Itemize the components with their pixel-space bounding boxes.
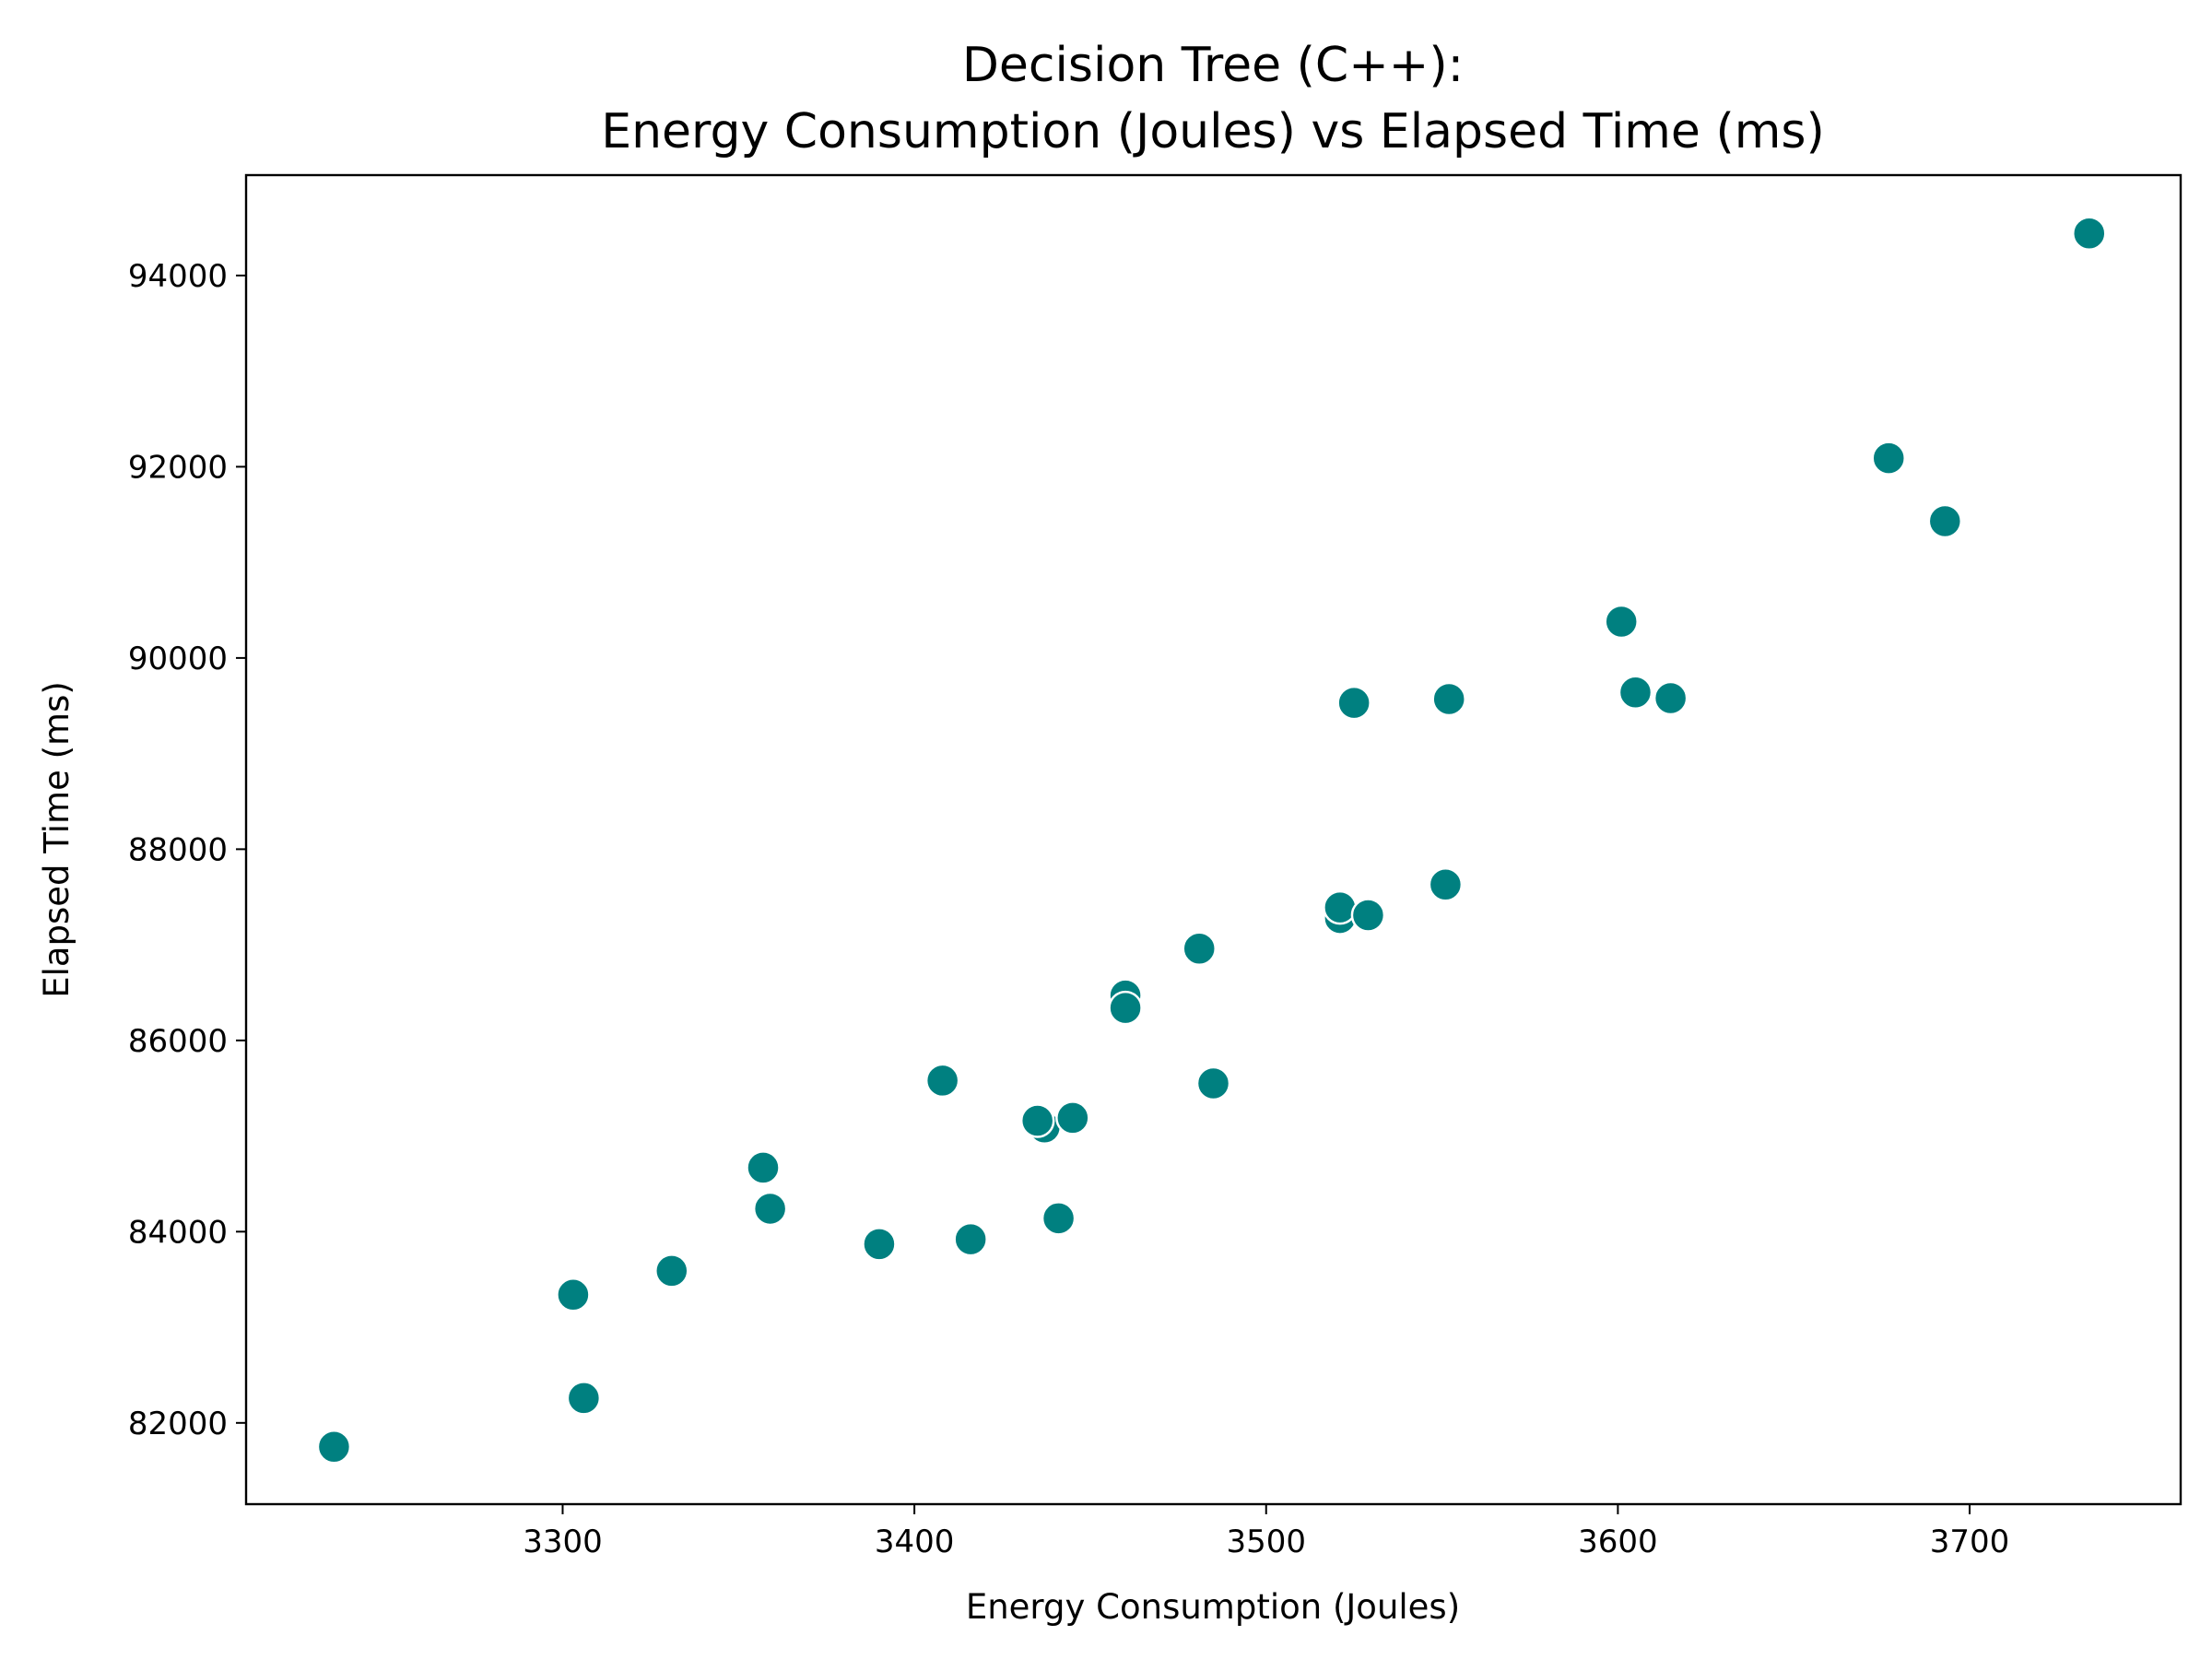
y-tick-label: 84000 bbox=[128, 1214, 228, 1251]
scatter-point bbox=[1182, 931, 1217, 967]
x-tick-label: 3400 bbox=[875, 1524, 955, 1560]
x-axis-label: Energy Consumption (Joules) bbox=[966, 1587, 1460, 1627]
scatter-point bbox=[2072, 216, 2107, 252]
scatter-point bbox=[1653, 680, 1688, 716]
scatter-point bbox=[1431, 681, 1466, 717]
chart-title-line-1: Decision Tree (C++): bbox=[962, 38, 1464, 93]
scatter-point bbox=[1055, 1100, 1090, 1135]
scatter-point bbox=[924, 1063, 960, 1099]
scatter-point bbox=[556, 1277, 591, 1312]
scatter-point bbox=[1019, 1103, 1055, 1138]
chart-title-line-2: Energy Consumption (Joules) vs Elapsed T… bbox=[601, 104, 1825, 159]
y-tick-label: 92000 bbox=[128, 449, 228, 486]
scatter-point bbox=[746, 1150, 781, 1185]
scatter-point bbox=[1604, 604, 1639, 640]
x-tick-label: 3700 bbox=[1930, 1524, 2010, 1560]
scatter-point bbox=[1428, 867, 1464, 902]
y-tick-label: 94000 bbox=[128, 258, 228, 295]
scatter-point bbox=[1336, 685, 1371, 721]
scatter-point bbox=[1041, 1201, 1077, 1236]
y-tick-label: 90000 bbox=[128, 641, 228, 677]
scatter-point bbox=[566, 1381, 602, 1416]
scatter-point bbox=[1871, 441, 1906, 476]
scatter-point bbox=[1927, 503, 1963, 539]
y-tick-label: 88000 bbox=[128, 831, 228, 868]
scatter-point bbox=[862, 1227, 897, 1262]
scatter-point bbox=[752, 1191, 788, 1227]
y-tick-label: 86000 bbox=[128, 1023, 228, 1060]
scatter-point bbox=[1195, 1065, 1231, 1101]
scatter-points bbox=[316, 216, 2107, 1465]
scatter-point bbox=[654, 1253, 689, 1288]
x-tick-label: 3600 bbox=[1578, 1524, 1658, 1560]
y-axis-ticks: 82000 84000 86000 88000 90000 92000 94000 bbox=[128, 258, 246, 1442]
x-tick-label: 3300 bbox=[523, 1524, 603, 1560]
x-tick-label: 3500 bbox=[1226, 1524, 1306, 1560]
scatter-point bbox=[1108, 990, 1143, 1026]
scatter-point bbox=[1350, 898, 1386, 933]
scatter-point bbox=[953, 1221, 988, 1257]
scatter-point bbox=[1618, 675, 1653, 710]
scatter-point bbox=[316, 1430, 352, 1465]
y-axis-label: Elapsed Time (ms) bbox=[37, 681, 76, 998]
plot-frame bbox=[244, 173, 2183, 1506]
y-tick-label: 82000 bbox=[128, 1406, 228, 1442]
x-axis-ticks: 3300 3400 3500 3600 3700 bbox=[523, 1504, 2009, 1560]
